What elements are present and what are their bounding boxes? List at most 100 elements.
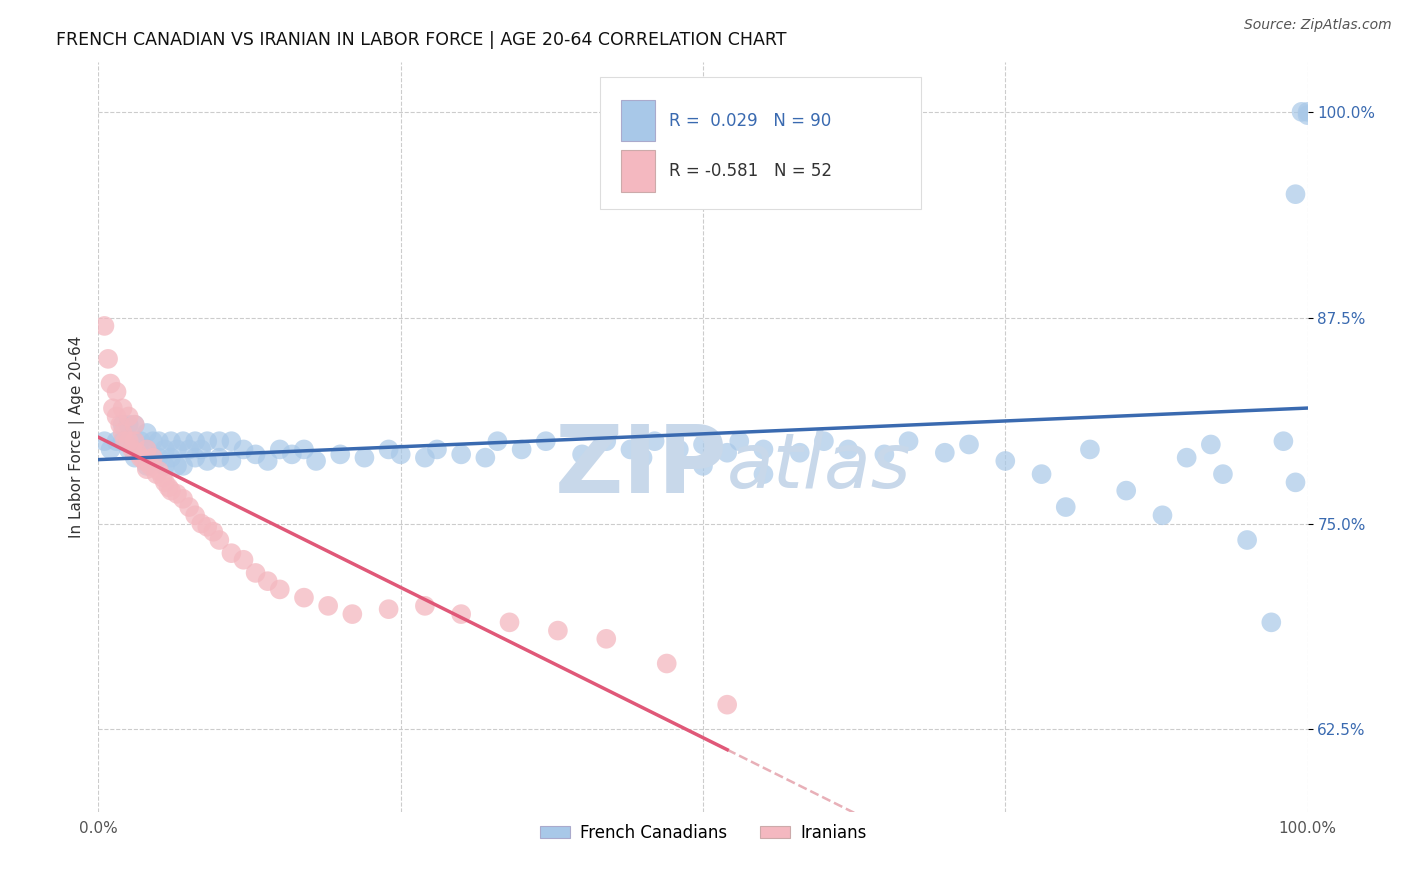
Point xyxy=(135,442,157,457)
Point xyxy=(93,434,115,449)
Point xyxy=(1260,615,1282,630)
Point xyxy=(148,450,170,465)
Point xyxy=(139,458,162,473)
Point xyxy=(474,450,496,465)
Point xyxy=(221,454,243,468)
Point xyxy=(342,607,364,621)
Point xyxy=(195,434,218,449)
Point xyxy=(93,318,115,333)
Point xyxy=(655,657,678,671)
Point xyxy=(752,467,775,482)
Point xyxy=(692,458,714,473)
Point xyxy=(752,442,775,457)
Legend: French Canadians, Iranians: French Canadians, Iranians xyxy=(533,817,873,848)
Point xyxy=(166,487,188,501)
Point xyxy=(510,442,533,457)
Point xyxy=(142,450,165,465)
Point xyxy=(1031,467,1053,482)
Point xyxy=(135,458,157,473)
Point xyxy=(142,434,165,449)
Point xyxy=(413,599,436,613)
Bar xyxy=(621,151,655,192)
Point xyxy=(111,417,134,432)
Text: R =  0.029   N = 90: R = 0.029 N = 90 xyxy=(669,112,831,130)
Point xyxy=(124,417,146,432)
Point xyxy=(124,450,146,465)
Text: atlas: atlas xyxy=(727,430,911,504)
Point xyxy=(994,454,1017,468)
Text: ZIP: ZIP xyxy=(554,421,727,513)
Point xyxy=(716,698,738,712)
Text: R = -0.581   N = 52: R = -0.581 N = 52 xyxy=(669,162,832,180)
Point xyxy=(105,409,128,424)
Point xyxy=(897,434,920,449)
Point xyxy=(389,447,412,461)
Point xyxy=(232,442,254,457)
Point xyxy=(450,607,472,621)
Point xyxy=(172,434,194,449)
Point xyxy=(292,442,315,457)
Point xyxy=(135,425,157,440)
Point xyxy=(1199,437,1222,451)
Point xyxy=(837,442,859,457)
Point xyxy=(153,458,176,473)
Point xyxy=(269,582,291,597)
Point xyxy=(129,434,152,449)
Point xyxy=(148,464,170,478)
Point xyxy=(426,442,449,457)
Point xyxy=(1284,187,1306,202)
Point xyxy=(135,462,157,476)
Text: FRENCH CANADIAN VS IRANIAN IN LABOR FORCE | AGE 20-64 CORRELATION CHART: FRENCH CANADIAN VS IRANIAN IN LABOR FORC… xyxy=(56,31,787,49)
Point xyxy=(145,467,167,482)
Point xyxy=(100,376,122,391)
Point xyxy=(208,450,231,465)
Point xyxy=(957,437,980,451)
Text: Source: ZipAtlas.com: Source: ZipAtlas.com xyxy=(1244,18,1392,32)
Point xyxy=(118,417,141,432)
Point xyxy=(153,475,176,490)
Point xyxy=(160,483,183,498)
Point xyxy=(245,447,267,461)
Point xyxy=(256,574,278,589)
Point xyxy=(160,434,183,449)
Point xyxy=(1078,442,1101,457)
Point xyxy=(1054,500,1077,514)
Point xyxy=(281,447,304,461)
Point xyxy=(208,533,231,547)
Point xyxy=(124,434,146,449)
Point xyxy=(413,450,436,465)
Point xyxy=(100,442,122,457)
Point xyxy=(184,450,207,465)
Point xyxy=(486,434,509,449)
Point xyxy=(105,434,128,449)
Point xyxy=(256,454,278,468)
Point xyxy=(105,384,128,399)
Point xyxy=(190,442,212,457)
Point xyxy=(245,566,267,580)
Point xyxy=(111,434,134,449)
Point xyxy=(111,401,134,416)
Point xyxy=(1212,467,1234,482)
Point xyxy=(316,599,339,613)
Point xyxy=(1296,108,1319,122)
Point xyxy=(534,434,557,449)
Point xyxy=(118,434,141,449)
Point xyxy=(305,454,328,468)
Point xyxy=(97,351,120,366)
Point xyxy=(172,491,194,506)
Point xyxy=(716,446,738,460)
Point xyxy=(142,450,165,465)
Point xyxy=(157,480,180,494)
Point xyxy=(1296,104,1319,119)
Point xyxy=(292,591,315,605)
Point xyxy=(1115,483,1137,498)
Point xyxy=(1175,450,1198,465)
Point xyxy=(124,417,146,432)
Point xyxy=(160,450,183,465)
Point xyxy=(148,434,170,449)
Point xyxy=(129,450,152,465)
Point xyxy=(179,500,201,514)
Point xyxy=(1291,104,1313,119)
Point xyxy=(221,546,243,560)
Point xyxy=(377,602,399,616)
